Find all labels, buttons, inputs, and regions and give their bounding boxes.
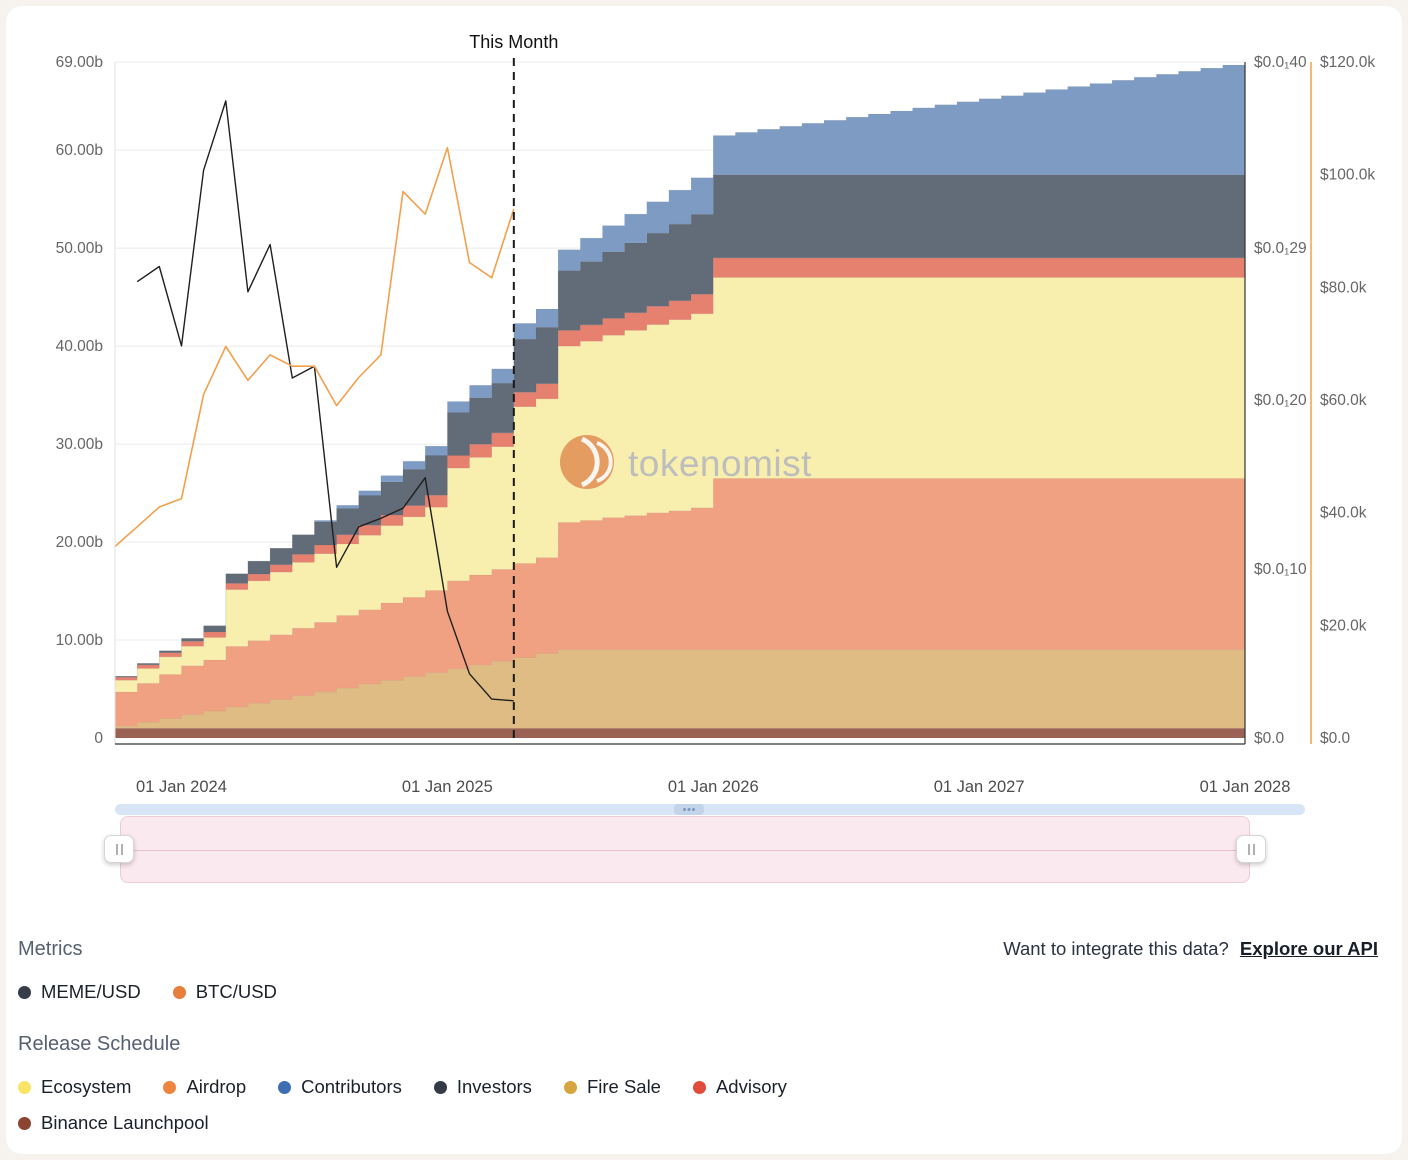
explore-api-link[interactable]: Explore our API: [1239, 938, 1378, 959]
watermark-text: tokenomist: [628, 443, 812, 484]
ecosystem-color-dot-icon: [18, 1080, 31, 1094]
y-btc-tick-label: $0.0: [1320, 730, 1351, 747]
this-month-label: This Month: [469, 32, 558, 52]
meme-usd-color-dot-icon: [18, 985, 31, 999]
legend-item-fire-sale[interactable]: Fire Sale: [563, 1076, 661, 1098]
legend-area: Metrics Want to integrate this data? Exp…: [18, 938, 1378, 1134]
y-btc-tick-label: $120.0k: [1320, 54, 1375, 71]
x-tick-label: 01 Jan 2024: [136, 778, 227, 796]
navigator-scrollbar-track[interactable]: [115, 804, 1305, 815]
y-left-tick-label: 30.00b: [56, 436, 103, 453]
y-left-tick-label: 69.00b: [56, 54, 103, 71]
btc-usd-color-dot-icon: [172, 985, 186, 999]
y-btc-tick-label: $60.0k: [1320, 392, 1367, 409]
x-tick-label: 01 Jan 2028: [1200, 778, 1291, 796]
x-tick-label: 01 Jan 2026: [668, 778, 759, 796]
legend-item-advisory[interactable]: Advisory: [692, 1076, 787, 1098]
y-btc-tick-label: $80.0k: [1320, 279, 1367, 296]
investors-color-dot-icon: [433, 1080, 447, 1094]
y-meme-tick-label: $0.0: [1254, 730, 1285, 747]
y-left-tick-label: 50.00b: [56, 240, 103, 257]
y-btc-tick-label: $20.0k: [1320, 617, 1367, 634]
legend-label: Binance Launchpool: [41, 1112, 209, 1133]
metrics-title: Metrics: [18, 938, 83, 960]
legend-item-investors[interactable]: Investors: [433, 1076, 532, 1098]
release-schedule-title: Release Schedule: [18, 1033, 181, 1055]
y-left-tick-label: 0: [94, 730, 103, 747]
btc-usd-line: [114, 146, 515, 548]
y-btc-tick-label: $40.0k: [1320, 505, 1367, 522]
metrics-legend: MEME/USD BTC/USD: [18, 981, 1378, 1003]
legend-item-ecosystem[interactable]: Ecosystem: [18, 1076, 131, 1098]
api-prompt-text: Want to integrate this data?: [1003, 938, 1229, 959]
navigator-left-handle[interactable]: [104, 835, 134, 863]
legend-label: Advisory: [715, 1076, 787, 1097]
x-tick-label: 01 Jan 2027: [934, 778, 1025, 796]
fire-sale-color-dot-icon: [563, 1080, 577, 1094]
legend-label: Fire Sale: [586, 1076, 661, 1097]
navigator-scrollbar-thumb[interactable]: [674, 804, 704, 815]
y-meme-tick-label: $0.0₁40: [1254, 54, 1307, 71]
legend-label: BTC/USD: [195, 981, 277, 1002]
legend-item-contributors[interactable]: Contributors: [278, 1076, 402, 1098]
legend-label: Airdrop: [186, 1076, 247, 1097]
advisory-color-dot-icon: [692, 1080, 706, 1094]
y-btc-tick-label: $100.0k: [1320, 167, 1375, 184]
legend-label: Ecosystem: [41, 1076, 132, 1097]
handle-grip-icon: [115, 843, 118, 855]
area-contributors: [115, 62, 1246, 677]
token-release-chart: tokenomist This Month 0 10.00b 20.00b 30.00b 4…: [56, 32, 1376, 796]
legend-item-airdrop[interactable]: Airdrop: [163, 1076, 246, 1098]
release-schedule-legend: Ecosystem Airdrop Contributors Investors Fir…: [18, 1076, 868, 1134]
tokenomist-logo-icon: [560, 435, 614, 489]
legend-label: Investors: [456, 1076, 532, 1097]
y-left-tick-label: 10.00b: [56, 632, 103, 649]
handle-grip-icon: [1247, 843, 1250, 855]
navigator-range-panel[interactable]: [120, 816, 1250, 883]
legend-label: Contributors: [301, 1076, 402, 1097]
contributors-color-dot-icon: [278, 1080, 292, 1094]
y-left-tick-label: 20.00b: [56, 534, 103, 551]
y-left-tick-label: 40.00b: [56, 338, 103, 355]
binance-launchpool-color-dot-icon: [18, 1116, 31, 1130]
logo-arc-icon: [580, 436, 600, 488]
y-meme-tick-label: $0.0₁20: [1254, 392, 1307, 409]
airdrop-color-dot-icon: [163, 1080, 177, 1094]
x-tick-label: 01 Jan 2025: [402, 778, 493, 796]
y-meme-tick-label: $0.0₁10: [1254, 561, 1307, 578]
logo-arc-icon: [596, 441, 613, 483]
legend-item-binance-launchpool[interactable]: Binance Launchpool: [18, 1112, 209, 1134]
legend-item-meme-usd[interactable]: MEME/USD: [18, 981, 141, 1003]
legend-item-btc-usd[interactable]: BTC/USD: [172, 981, 277, 1003]
legend-label: MEME/USD: [41, 981, 141, 1002]
api-prompt: Want to integrate this data? Explore our…: [1003, 938, 1378, 960]
area-binance-launchpool: [114, 727, 1246, 739]
y-left-tick-label: 60.00b: [56, 142, 103, 159]
meme-usd-line: [136, 100, 514, 702]
y-meme-tick-label: $0.0₁29: [1254, 240, 1307, 257]
navigator-right-handle[interactable]: [1236, 835, 1266, 863]
